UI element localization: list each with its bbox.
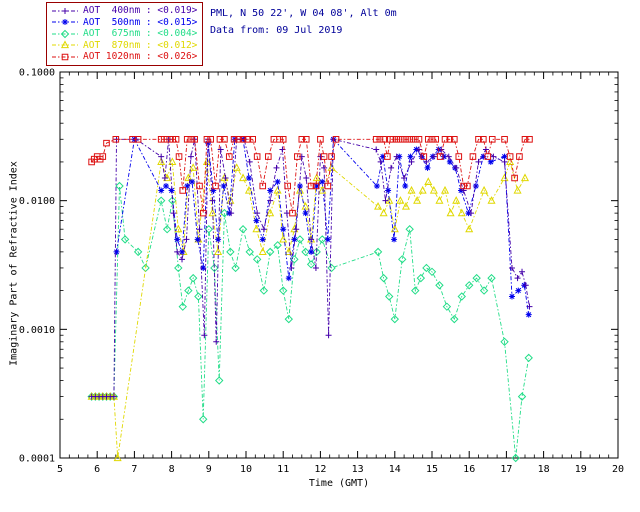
diamond-marker-icon [52, 29, 78, 38]
series-line-aot-400nm [91, 138, 530, 398]
plus-marker-icon [52, 7, 78, 14]
plot-frame [59, 71, 619, 459]
triangle-marker-icon [52, 40, 78, 49]
x-tick-label: 15 [426, 464, 438, 475]
x-axis-label: Time (GMT) [308, 478, 370, 489]
x-tick-label: 10 [240, 464, 252, 475]
x-tick-label: 11 [277, 464, 289, 475]
series-line-aot-675nm [91, 185, 530, 459]
x-tick-label: 8 [169, 464, 175, 475]
site-location-text: PML, N 50 22', W 04 08', Alt 0m [210, 8, 397, 19]
legend: AOT 400nm : <0.019> AOT 500nm : <0.015> AO… [46, 2, 204, 66]
y-tick-label: 0.1000 [19, 68, 55, 79]
square-marker-icon [52, 53, 78, 61]
series-markers-aot-870nm [87, 157, 530, 462]
legend-row-400nm: AOT 400nm : <0.019> [51, 5, 197, 17]
x-tick-label: 17 [500, 464, 512, 475]
series-markers-aot-675nm [87, 181, 533, 463]
legend-row-675nm: AOT 675nm : <0.004> [51, 28, 197, 40]
asterisk-marker-icon [52, 19, 78, 26]
legend-row-870nm: AOT 870nm : <0.012> [51, 40, 197, 52]
x-tick-label: 18 [538, 464, 550, 475]
legend-label: AOT 1020nm : <0.026> [83, 51, 198, 62]
x-tick-label: 20 [612, 464, 624, 475]
x-tick-label: 5 [57, 464, 63, 475]
y-tick-label: 0.0010 [19, 325, 55, 336]
series-line-aot-1020nm [91, 138, 530, 214]
series-markers-aot-1020nm [88, 135, 533, 217]
x-tick-label: 6 [94, 464, 100, 475]
x-tick-label: 13 [352, 464, 364, 475]
y-axis-label: Imaginary Part of Refractive Index [8, 161, 20, 366]
x-tick-label: 7 [131, 464, 137, 475]
legend-row-1020nm: AOT 1020nm : <0.026> [51, 51, 197, 63]
legend-label: AOT 400nm : <0.019> [83, 5, 198, 16]
data-date-text: Data from: 09 Jul 2019 [210, 25, 343, 36]
x-tick-label: 12 [314, 464, 326, 475]
legend-row-500nm: AOT 500nm : <0.015> [51, 17, 197, 29]
x-tick-label: 14 [389, 464, 401, 475]
legend-label: AOT 500nm : <0.015> [83, 16, 198, 28]
y-tick-label: 0.0001 [19, 454, 55, 465]
x-tick-label: 16 [463, 464, 475, 475]
y-tick-label: 0.0100 [19, 196, 55, 207]
legend-label: AOT 870nm : <0.012> [83, 39, 198, 51]
x-tick-label: 9 [206, 464, 212, 475]
header: PML, N 50 22', W 04 08', Alt 0m Data fro… [210, 5, 397, 39]
x-tick-label: 19 [575, 464, 587, 475]
legend-label: AOT 675nm : <0.004> [83, 28, 198, 39]
